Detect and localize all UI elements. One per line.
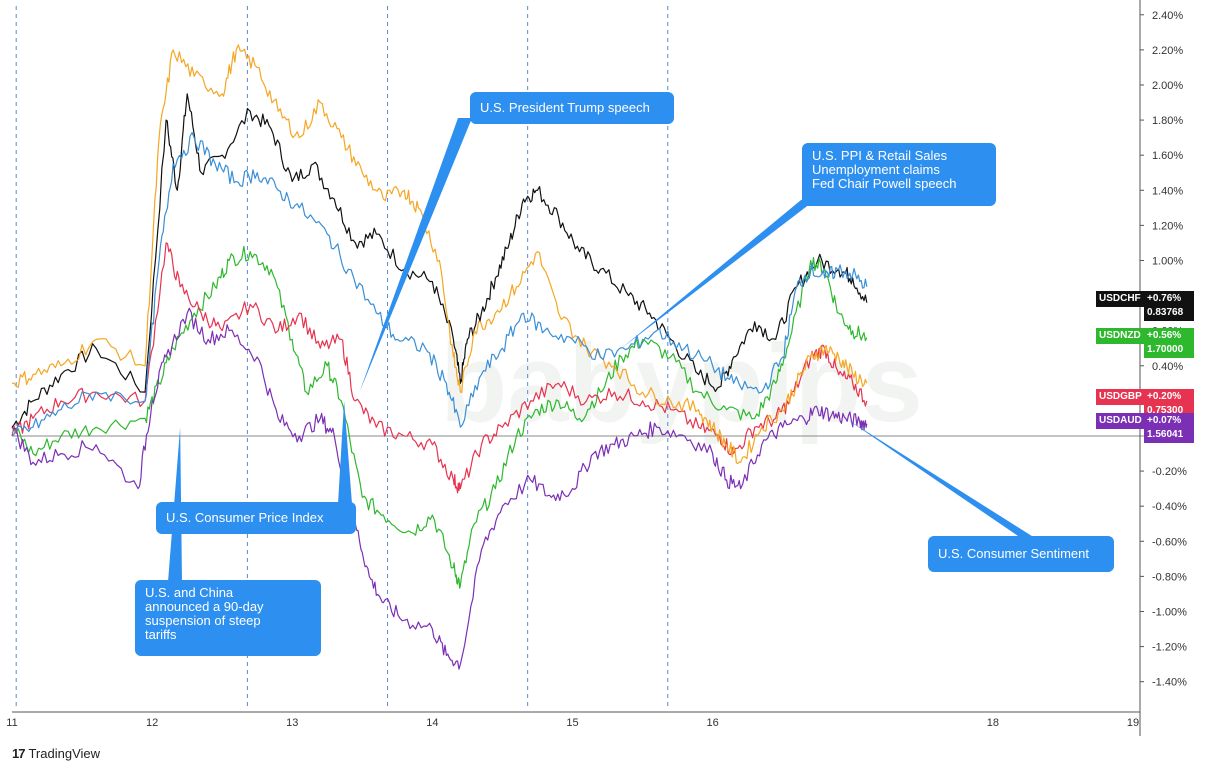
x-tick-label: 19 [1127, 717, 1139, 729]
y-tick-label: 1.20% [1152, 220, 1183, 232]
y-tick-label: 0.40% [1152, 361, 1183, 373]
series-line-usdnzd [11, 245, 868, 589]
x-tick-label: 13 [286, 717, 298, 729]
callout-pointer-4 [845, 418, 1035, 538]
legend-usdnzd-change: +0.56% [1144, 328, 1194, 344]
legend-usdnzd-name: USDNZD [1096, 328, 1144, 344]
x-tick-label: 15 [566, 717, 578, 729]
callout-consumer-sentiment: U.S. Consumer Sentiment [928, 536, 1114, 572]
legend-usdchf-name: USDCHF [1096, 291, 1144, 307]
callout-pointer-2 [359, 118, 472, 393]
y-tick-label: 2.20% [1152, 45, 1183, 57]
legend-usdgbp-name: USDGBP [1096, 389, 1144, 405]
x-tick-label: 11 [6, 717, 17, 729]
legend-usdchf-change: +0.76% [1144, 291, 1194, 307]
y-tick-label: 1.40% [1152, 185, 1183, 197]
x-tick-label: 14 [426, 717, 438, 729]
x-tick-label: 12 [146, 717, 158, 729]
tradingview-label: TradingView [28, 746, 101, 761]
y-tick-label: -1.00% [1152, 606, 1187, 618]
callout-cpi: U.S. Consumer Price Index [156, 502, 356, 534]
y-tick-label: 1.60% [1152, 150, 1183, 162]
y-tick-label: -1.20% [1152, 642, 1187, 654]
y-tick-label: 1.00% [1152, 255, 1183, 267]
legend-usdaud-change: +0.07% [1144, 413, 1194, 429]
legend-usdnzd-price: 1.70000 [1144, 342, 1194, 358]
x-tick-label: 18 [987, 717, 999, 729]
legend-usdaud-name: USDAUD [1096, 413, 1144, 429]
y-tick-label: 2.00% [1152, 80, 1183, 92]
chart-series [11, 44, 868, 670]
callout-ppi-retail: U.S. PPI & Retail Sales Unemployment cla… [802, 143, 996, 206]
callout-pointer-3 [621, 200, 815, 349]
y-tick-label: -0.20% [1152, 466, 1187, 478]
babypips-watermark: babypips [440, 322, 923, 445]
series-line-usdgbp [11, 242, 868, 494]
tradingview-logo-icon: 17 [12, 746, 26, 761]
legend-usdchf-price: 0.83768 [1144, 305, 1194, 321]
series-line-usdchf [11, 93, 868, 428]
y-tick-label: -0.60% [1152, 536, 1187, 548]
tradingview-brand[interactable]: 17 TradingView [12, 746, 100, 761]
series-line-usdcad [11, 131, 868, 437]
series-line-usdaud [11, 307, 868, 670]
y-tick-label: 1.80% [1152, 115, 1183, 127]
callout-trump-speech: U.S. President Trump speech [470, 92, 674, 124]
x-tick-label: 16 [706, 717, 718, 729]
y-tick-label: -0.40% [1152, 501, 1187, 513]
callout-tariffs: U.S. and China announced a 90-day suspen… [135, 580, 321, 656]
y-tick-label: 2.40% [1152, 10, 1183, 22]
series-line-usdjpy [11, 44, 868, 465]
callout-pointer-1 [338, 400, 352, 504]
legend-usdaud-price: 1.56041 [1144, 427, 1194, 443]
y-tick-label: -0.80% [1152, 571, 1187, 583]
y-tick-label: -1.40% [1152, 677, 1187, 689]
legend-usdgbp-change: +0.20% [1144, 389, 1194, 405]
